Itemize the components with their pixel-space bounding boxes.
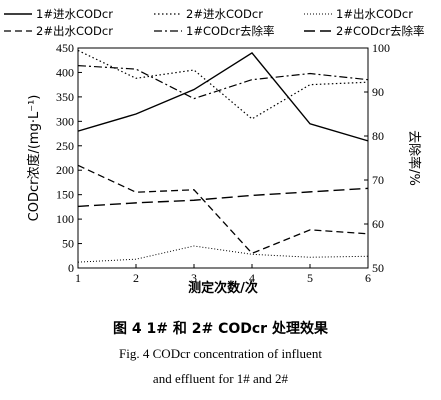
legend-label-5: 1#CODcr去除率 (186, 24, 274, 38)
y-left-tick-label: 450 (56, 41, 74, 55)
y-left-tick-label: 200 (56, 163, 74, 177)
x-tick-label: 6 (365, 271, 371, 285)
y-right-tick-label: 100 (372, 41, 390, 55)
series-line-6 (77, 187, 369, 208)
y-right-axis-label: 去除率/% (406, 130, 422, 186)
x-tick-label: 1 (75, 271, 81, 285)
series-line-1 (77, 51, 369, 142)
figure-caption-en-line2: and effluent for 1# and 2# (152, 371, 289, 386)
y-left-tick-label: 150 (56, 188, 74, 202)
figure-caption-cn: 图 4 1# 和 2# CODcr 处理效果 (113, 321, 328, 337)
x-axis-label: 测定次数/次 (188, 280, 258, 296)
y-left-axis-label: CODcr浓度/(mg·L⁻¹) (26, 95, 42, 222)
legend-label-4: 2#出水CODcr (36, 24, 113, 38)
codcr-chart: 1 2 3 4 5 60501001502002503003504004505060708… (4, 7, 424, 296)
figure-caption-en-line1: Fig. 4 CODcr concentration of influent (119, 346, 322, 361)
y-right-tick-label: 50 (372, 261, 384, 275)
series-line-3 (77, 245, 369, 263)
y-right-tick-label: 90 (372, 85, 384, 99)
chart-axes: 1 2 3 4 5 60501001502002503003504004505060708… (26, 41, 422, 296)
series-line-2 (77, 49, 369, 120)
chart-legend: 1#进水CODcr 2#进水CODcr 1#出水CODcr 2#出水CODcr 1#CO… (4, 7, 424, 38)
x-tick-label: 3 (191, 271, 197, 285)
y-right-tick-label: 80 (372, 129, 384, 143)
legend-label-2: 2#进水CODcr (186, 7, 263, 21)
y-right-tick-label: 70 (372, 173, 384, 187)
plot-frame (77, 47, 369, 269)
series-line-4 (77, 164, 369, 255)
y-left-tick-label: 300 (56, 114, 74, 128)
x-tick-label: 4 (249, 271, 255, 285)
legend-label-3: 1#出水CODcr (336, 7, 413, 21)
legend-label-6: 2#CODcr去除率 (336, 24, 424, 38)
y-left-tick-label: 250 (56, 139, 74, 153)
series-line-5 (77, 65, 369, 100)
y-left-tick-label: 50 (62, 237, 74, 251)
x-tick-label: 2 (133, 271, 139, 285)
x-tick-label: 5 (307, 271, 313, 285)
y-left-tick-label: 100 (56, 212, 74, 226)
chart-series (77, 49, 369, 263)
y-left-tick-label: 400 (56, 65, 74, 79)
legend-label-1: 1#进水CODcr (36, 7, 113, 21)
y-left-tick-label: 0 (68, 261, 74, 275)
y-left-tick-label: 350 (56, 90, 74, 104)
y-right-tick-label: 60 (372, 217, 384, 231)
